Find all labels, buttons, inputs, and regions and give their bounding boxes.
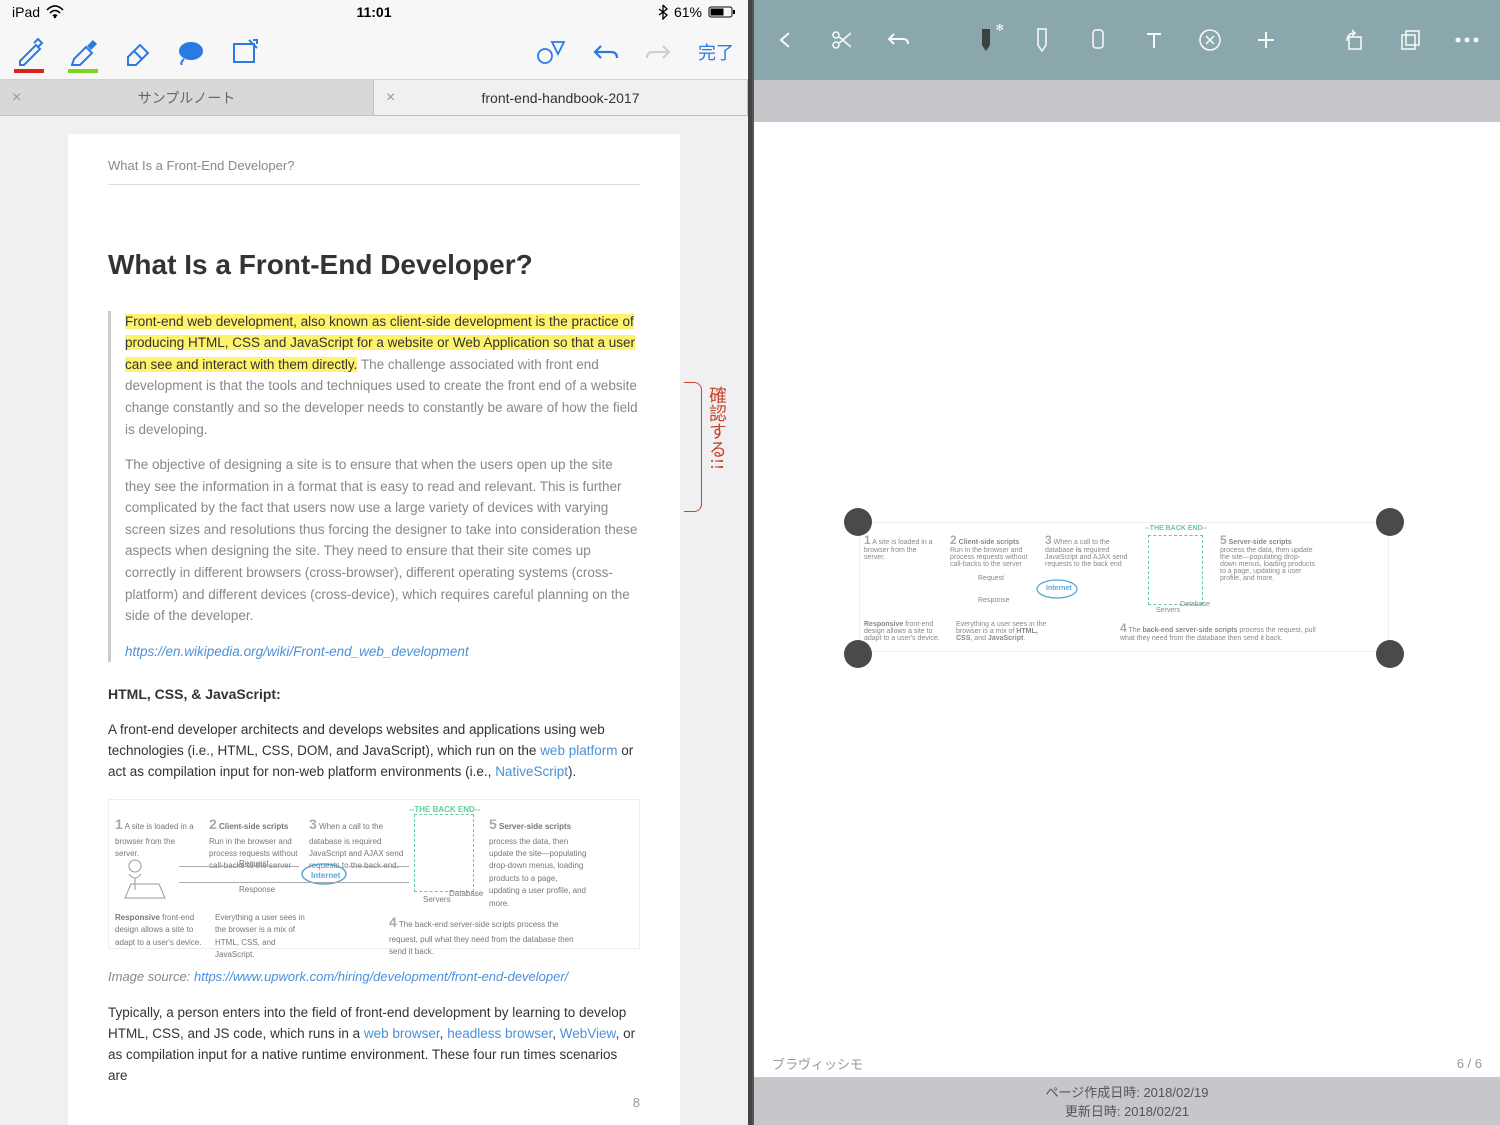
tab-label: サンプルノート (138, 88, 236, 108)
text-icon[interactable] (1142, 27, 1166, 53)
page-number: 8 (633, 1093, 640, 1113)
status-time: 11:01 (0, 4, 748, 20)
eraser2-icon[interactable] (1086, 27, 1110, 53)
handwritten-annotation: 確認する!! (702, 386, 730, 470)
created-label: ページ作成日時: (1045, 1085, 1143, 1100)
source-link[interactable]: https://www.upwork.com/hiring/developmen… (194, 969, 568, 984)
breadcrumb: What Is a Front-End Developer? (108, 156, 640, 185)
stylus-icon[interactable]: ✻ (974, 27, 998, 53)
link[interactable]: WebView (560, 1026, 616, 1041)
created-date: 2018/02/19 (1143, 1085, 1208, 1100)
canvas-area[interactable]: 1 A site is loaded in a browser from the… (754, 122, 1500, 1049)
web-platform-link[interactable]: web platform (540, 743, 617, 758)
right-app-pane: ✻ 1 A site is loaded in a browser from t… (752, 0, 1500, 1125)
nativescript-link[interactable]: NativeScript (495, 764, 568, 779)
image-caption: Image source: https://www.upwork.com/hir… (108, 967, 640, 987)
left-app-pane: iPad 11:01 61% (0, 0, 748, 1125)
highlighter-color-indicator (68, 69, 98, 73)
link[interactable]: web browser (364, 1026, 440, 1041)
pen-color-indicator (14, 69, 44, 73)
updated-date: 2018/02/21 (1124, 1104, 1189, 1119)
selection-handle-br[interactable] (1376, 640, 1404, 668)
link[interactable]: headless browser (447, 1026, 552, 1041)
add-icon[interactable] (1254, 27, 1278, 53)
pen-tool[interactable] (14, 37, 44, 67)
clear-icon[interactable] (1198, 27, 1222, 53)
close-tab-icon[interactable]: × (12, 89, 21, 107)
workflow-diagram: 1 A site is loaded in a browser from the… (108, 799, 640, 949)
right-subtoolbar (754, 80, 1500, 122)
page-title: What Is a Front-End Developer? (108, 243, 640, 286)
more-icon[interactable] (1454, 27, 1480, 53)
quote-block: Front-end web development, also known as… (108, 311, 640, 663)
highlighter-tool[interactable] (68, 37, 98, 67)
shapes-tool[interactable] (536, 37, 566, 67)
body-paragraph: Typically, a person enters into the fiel… (108, 1003, 640, 1087)
updated-label: 更新日時: (1065, 1104, 1124, 1119)
page-counter: 6 / 6 (1457, 1056, 1482, 1071)
notebook-info-bar: ブラヴィッシモ 6 / 6 (754, 1049, 1500, 1077)
tab-handbook[interactable]: × front-end-handbook-2017 (374, 80, 748, 115)
scissors-icon[interactable] (830, 27, 854, 53)
back-icon[interactable] (774, 27, 798, 53)
tab-sample-note[interactable]: × サンプルノート (0, 80, 374, 115)
eraser-tool[interactable] (122, 37, 152, 67)
textbox-tool[interactable] (230, 37, 260, 67)
undo-button[interactable] (590, 37, 620, 67)
pages-icon[interactable] (1398, 27, 1422, 53)
done-button[interactable]: 完了 (698, 39, 734, 65)
right-toolbar: ✻ (754, 0, 1500, 80)
status-bar: iPad 11:01 61% (0, 0, 748, 24)
wikipedia-link[interactable]: https://en.wikipedia.org/wiki/Front-end_… (125, 644, 469, 659)
selection-handle-bl[interactable] (844, 640, 872, 668)
close-tab-icon[interactable]: × (386, 89, 395, 107)
annotation-toolbar: 完了 (0, 24, 748, 80)
annotation-bracket (684, 382, 702, 512)
selection-handle-tr[interactable] (1376, 508, 1404, 536)
selection-handle-tl[interactable] (844, 508, 872, 536)
pen2-icon[interactable] (1030, 27, 1054, 53)
rotate-icon[interactable] (1342, 27, 1366, 53)
body-paragraph: A front-end developer architects and dev… (108, 720, 640, 783)
lasso-tool[interactable] (176, 37, 206, 67)
document-page: What Is a Front-End Developer? What Is a… (68, 134, 680, 1125)
undo-icon[interactable] (886, 27, 910, 53)
tab-label: front-end-handbook-2017 (481, 90, 639, 106)
pasted-image[interactable]: 1 A site is loaded in a browser from the… (859, 522, 1389, 652)
redo-button[interactable] (644, 37, 674, 67)
quote-paragraph: The objective of designing a site is to … (125, 454, 640, 627)
document-viewport[interactable]: What Is a Front-End Developer? What Is a… (0, 116, 748, 1125)
document-tabs: × サンプルノート × front-end-handbook-2017 (0, 80, 748, 116)
section-heading: HTML, CSS, & JavaScript: (108, 684, 640, 706)
notebook-title: ブラヴィッシモ (772, 1054, 863, 1073)
timestamps-bar: ページ作成日時: 2018/02/19 更新日時: 2018/02/21 (754, 1077, 1500, 1125)
